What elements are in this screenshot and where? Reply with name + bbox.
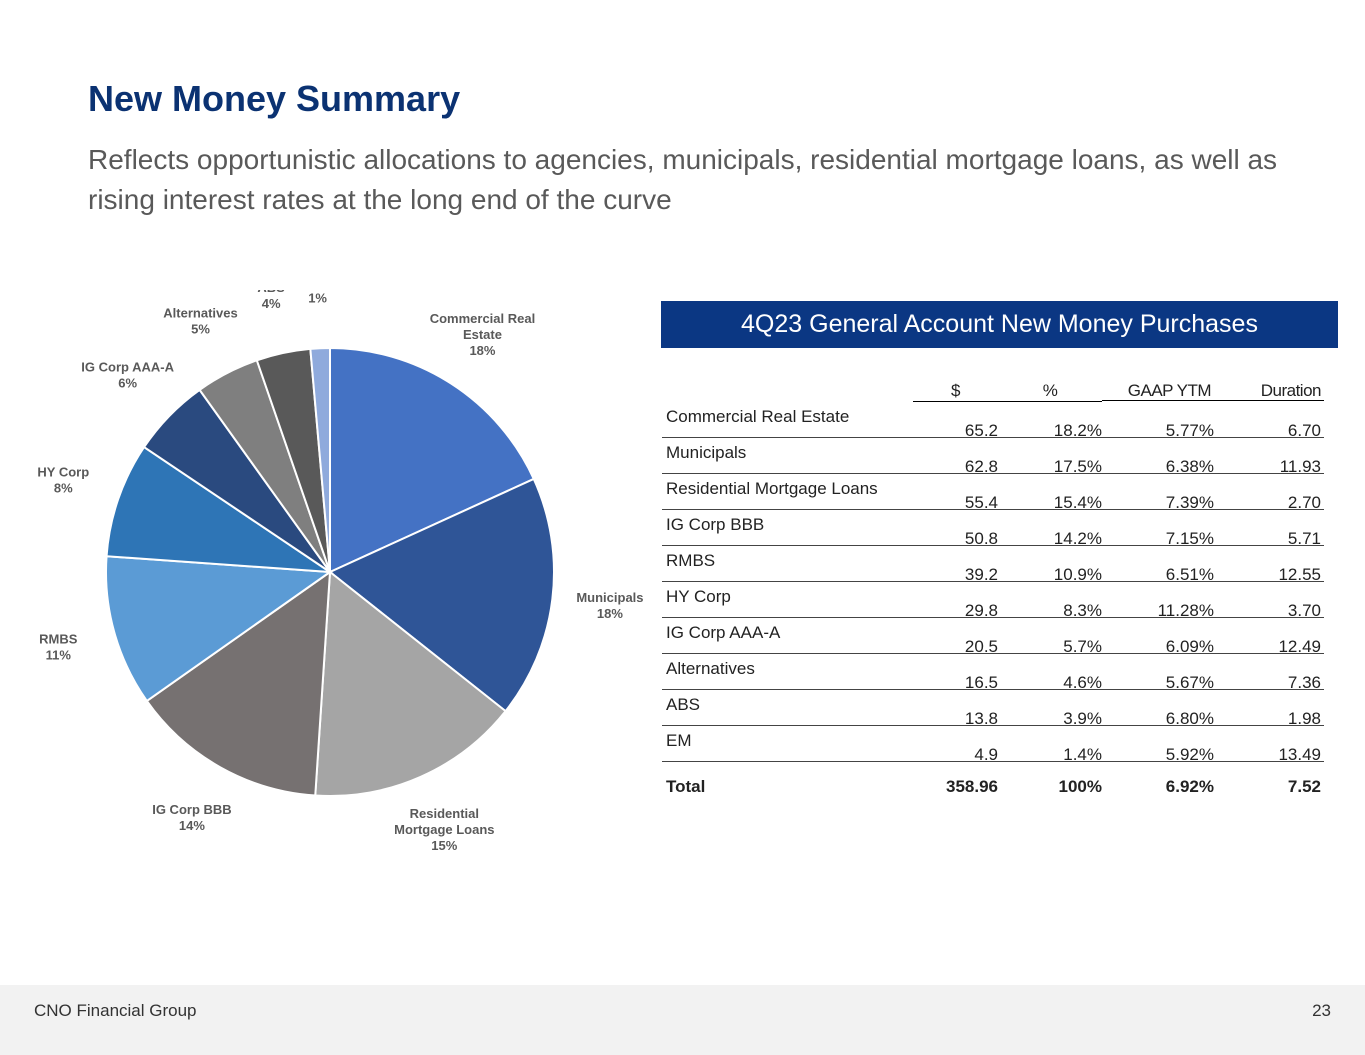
row-label: RMBS — [666, 551, 716, 570]
total-duration: 7.52 — [1287, 777, 1321, 796]
row-duration: 5.71 — [1287, 529, 1321, 548]
row-label: IG Corp AAA-A — [666, 623, 781, 642]
row-label: Commercial Real Estate — [666, 407, 850, 426]
pie-label: HY Corp 8% — [37, 464, 89, 495]
row-gaap-ytm: 7.39% — [1165, 493, 1214, 512]
row-dollars: 16.5 — [964, 673, 998, 692]
row-gaap-ytm: 6.09% — [1165, 637, 1214, 656]
row-gaap-ytm: 6.38% — [1165, 457, 1214, 476]
column-header-gaap-ytm: GAAP YTM — [1102, 370, 1217, 401]
table-row: ABS 13.8 3.9% 6.80% 1.98 — [662, 690, 1324, 728]
row-duration: 12.49 — [1278, 637, 1321, 656]
row-gaap-ytm: 5.77% — [1165, 421, 1214, 440]
row-label: HY Corp — [666, 587, 731, 606]
row-duration: 6.70 — [1287, 421, 1321, 440]
row-gaap-ytm: 5.92% — [1165, 745, 1214, 764]
pie-label: RMBS 11% — [39, 632, 78, 663]
pie-label: IG Corp AAA-A 6% — [81, 360, 174, 391]
pie-slice-rmbs — [105, 555, 333, 703]
row-duration: 2.70 — [1287, 493, 1321, 512]
row-dollars: 13.8 — [964, 709, 998, 728]
pie-slice-hy-corp — [105, 445, 334, 574]
pie-label: Residential Mortgage Loans 15% — [394, 806, 494, 853]
row-percent: 14.2% — [1053, 529, 1102, 548]
row-label: Residential Mortgage Loans — [666, 479, 878, 498]
pie-label: EM1% — [308, 290, 328, 305]
row-gaap-ytm: 6.51% — [1165, 565, 1214, 584]
column-header-percent: % — [998, 370, 1102, 402]
allocation-pie-chart: Commercial Real Estate 18% Municipals 18% Res… — [37, 290, 643, 853]
purchases-table: $ % GAAP YTM Duration Commercial Real Es… — [662, 370, 1324, 802]
row-gaap-ytm: 6.80% — [1165, 709, 1214, 728]
pie-label: Alternatives 5% — [163, 305, 237, 336]
column-header-dollars: $ — [913, 370, 998, 402]
row-dollars: 39.2 — [964, 565, 998, 584]
table-total-row: Total 358.96 100% 6.92% 7.52 — [662, 762, 1324, 802]
row-percent: 4.6% — [1063, 673, 1102, 692]
pie-slice-residential-mortgage-loans — [314, 570, 507, 797]
table-row: Alternatives 16.5 4.6% 5.67% 7.36 — [662, 654, 1324, 692]
row-dollars: 62.8 — [964, 457, 998, 476]
row-label: ABS — [666, 695, 701, 714]
row-gaap-ytm: 11.28% — [1157, 601, 1214, 620]
pie-slice-ig-corp-bbb — [145, 569, 332, 797]
pie-label: ABS4% — [257, 290, 285, 311]
row-percent: 8.3% — [1063, 601, 1102, 620]
row-duration: 7.36 — [1287, 673, 1321, 692]
row-gaap-ytm: 7.15% — [1165, 529, 1214, 548]
row-dollars: 50.8 — [964, 529, 998, 548]
table-row: Municipals 62.8 17.5% 6.38% 11.93 — [662, 438, 1324, 476]
total-label: Total — [666, 777, 706, 796]
total-percent: 100% — [1058, 777, 1102, 796]
row-percent: 1.4% — [1063, 745, 1102, 764]
pie-slice-municipals — [328, 477, 555, 713]
row-dollars: 55.4 — [964, 493, 998, 512]
row-duration: 13.49 — [1278, 745, 1321, 764]
table-row: EM 4.9 1.4% 5.92% 13.49 — [662, 726, 1324, 764]
row-dollars: 65.2 — [964, 421, 998, 440]
row-label: Municipals — [666, 443, 747, 462]
row-duration: 1.98 — [1287, 709, 1321, 728]
row-dollars: 20.5 — [964, 637, 998, 656]
row-duration: 3.70 — [1287, 601, 1321, 620]
row-label: EM — [666, 731, 692, 750]
total-gaap-ytm: 6.92% — [1165, 777, 1214, 796]
table-row: Residential Mortgage Loans 55.4 15.4% 7.39%… — [662, 474, 1324, 512]
row-duration: 11.93 — [1279, 457, 1321, 476]
table-row: HY Corp 29.8 8.3% 11.28% 3.70 — [662, 582, 1324, 620]
pie-label: Commercial Real Estate 18% — [430, 311, 536, 358]
pie-label: IG Corp BBB 14% — [152, 802, 231, 833]
row-percent: 15.4% — [1053, 493, 1102, 512]
table-column-headers: $ % GAAP YTM Duration — [662, 370, 1324, 402]
page-footer: CNO Financial Group 23 — [0, 985, 1365, 1055]
row-duration: 12.55 — [1278, 565, 1321, 584]
table-body: Commercial Real Estate 65.2 18.2% 5.77% 6.70… — [662, 402, 1324, 764]
row-percent: 10.9% — [1053, 565, 1102, 584]
column-header-duration: Duration — [1217, 370, 1324, 401]
pie-label: Municipals 18% — [576, 590, 643, 621]
row-percent: 18.2% — [1053, 421, 1102, 440]
row-percent: 3.9% — [1063, 709, 1102, 728]
footer-company: CNO Financial Group — [34, 1001, 197, 1020]
pie-slice-commercial-real-estate — [329, 346, 536, 574]
row-gaap-ytm: 5.67% — [1165, 673, 1214, 692]
table-header: 4Q23 General Account New Money Purchases — [661, 301, 1338, 348]
row-label: IG Corp BBB — [666, 515, 765, 534]
page-title: New Money Summary — [88, 78, 461, 119]
page-number: 23 — [1312, 1001, 1331, 1020]
row-label: Alternatives — [666, 659, 755, 678]
page-subtitle: Reflects opportunistic allocations to ag… — [88, 144, 1278, 215]
table-row: RMBS 39.2 10.9% 6.51% 12.55 — [662, 546, 1324, 584]
pie-slice-em — [309, 346, 331, 573]
total-dollars: 358.96 — [946, 777, 998, 796]
row-dollars: 4.9 — [974, 745, 998, 764]
row-percent: 17.5% — [1053, 457, 1102, 476]
table-row: Commercial Real Estate 65.2 18.2% 5.77% 6.70 — [662, 402, 1324, 440]
row-percent: 5.7% — [1063, 637, 1102, 656]
table-row: IG Corp AAA-A 20.5 5.7% 6.09% 12.49 — [662, 618, 1324, 656]
table-row: IG Corp BBB 50.8 14.2% 7.15% 5.71 — [662, 510, 1324, 548]
row-dollars: 29.8 — [964, 601, 998, 620]
